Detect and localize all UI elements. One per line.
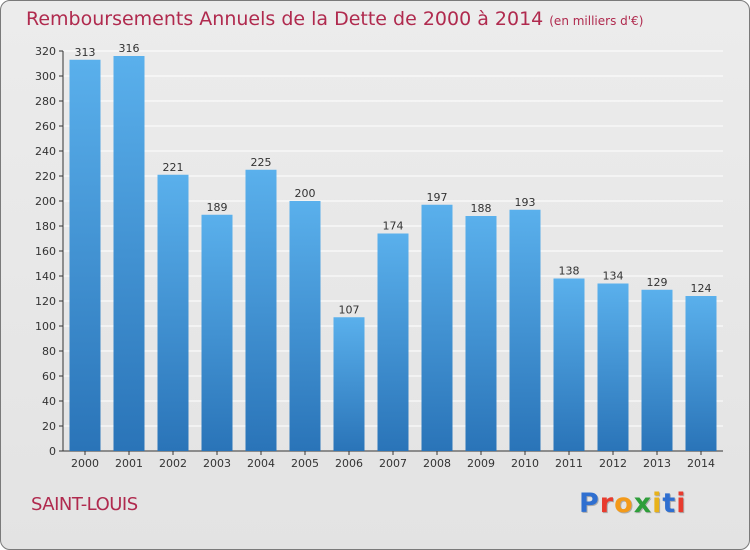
bar[interactable] xyxy=(641,289,673,451)
data-label: 193 xyxy=(515,196,536,209)
x-tick-label: 2012 xyxy=(599,457,627,470)
logo-letter: t xyxy=(662,488,677,519)
x-tick-label: 2011 xyxy=(555,457,583,470)
city-name: SAINT-LOUIS xyxy=(31,494,138,515)
x-tick-label: 2013 xyxy=(643,457,671,470)
x-tick-label: 2014 xyxy=(687,457,715,470)
data-label: 225 xyxy=(251,156,272,169)
bar[interactable] xyxy=(157,174,189,451)
logo-letter: P xyxy=(579,488,600,519)
data-label: 200 xyxy=(295,187,316,200)
x-tick-label: 2005 xyxy=(291,457,319,470)
logo-letter: i xyxy=(676,488,687,519)
y-tick-label: 160 xyxy=(35,245,56,258)
bars xyxy=(69,56,717,452)
y-tick-label: 120 xyxy=(35,295,56,308)
data-label: 188 xyxy=(471,202,492,215)
bar[interactable] xyxy=(69,59,101,451)
y-tick-label: 300 xyxy=(35,70,56,83)
x-tick-label: 2003 xyxy=(203,457,231,470)
data-label: 316 xyxy=(119,42,140,55)
y-tick-label: 220 xyxy=(35,170,56,183)
x-tick-label: 2007 xyxy=(379,457,407,470)
y-tick-label: 200 xyxy=(35,195,56,208)
bar[interactable] xyxy=(597,283,629,452)
logo-letter: i xyxy=(652,488,663,519)
x-tick-label: 2006 xyxy=(335,457,363,470)
data-label: 124 xyxy=(691,282,712,295)
bar[interactable] xyxy=(685,296,717,451)
chart-unit: (en milliers d'€) xyxy=(549,14,644,28)
bar[interactable] xyxy=(421,204,453,451)
logo-letter: r xyxy=(599,488,615,519)
data-label: 107 xyxy=(339,303,360,316)
y-tick-labels: 0 20 40 60 80 100 120 140 160 180 200 220 240 260 280 3… xyxy=(35,45,56,458)
y-tick-label: 240 xyxy=(35,145,56,158)
data-labels: 313 316 221 189 225 200 107 174 197 188 193 138 134 1… xyxy=(75,42,712,316)
data-label: 134 xyxy=(603,270,624,283)
y-tick-label: 20 xyxy=(42,420,56,433)
bar[interactable] xyxy=(245,169,277,451)
x-tick-label: 2001 xyxy=(115,457,143,470)
x-tick-label: 2010 xyxy=(511,457,539,470)
chart-title: Remboursements Annuels de la Dette de 20… xyxy=(26,8,643,30)
y-tick-label: 0 xyxy=(49,445,56,458)
data-label: 313 xyxy=(75,46,96,59)
x-tick-labels: 2000 2001 2002 2003 2004 2005 2006 2007 2008 2009… xyxy=(71,457,715,470)
bar[interactable] xyxy=(289,201,321,451)
data-label: 174 xyxy=(383,220,404,233)
y-tick-label: 40 xyxy=(42,395,56,408)
x-tick-label: 2008 xyxy=(423,457,451,470)
data-label: 197 xyxy=(427,191,448,204)
bar[interactable] xyxy=(553,278,585,452)
y-tick-label: 320 xyxy=(35,45,56,58)
data-label: 129 xyxy=(647,276,668,289)
y-tick-label: 180 xyxy=(35,220,56,233)
y-tick-label: 80 xyxy=(42,345,56,358)
bar[interactable] xyxy=(113,56,145,451)
data-label: 189 xyxy=(207,201,228,214)
y-tick-label: 100 xyxy=(35,320,56,333)
proxiti-logo[interactable]: Proxiti xyxy=(579,488,687,519)
x-tick-label: 2009 xyxy=(467,457,495,470)
data-label: 138 xyxy=(559,265,580,278)
logo-letter: o xyxy=(614,488,634,519)
y-tick-label: 280 xyxy=(35,95,56,108)
y-tick-label: 260 xyxy=(35,120,56,133)
data-label: 221 xyxy=(163,161,184,174)
bar[interactable] xyxy=(465,216,497,451)
y-tick-label: 60 xyxy=(42,370,56,383)
x-tick-label: 2000 xyxy=(71,457,99,470)
bar[interactable] xyxy=(377,233,409,452)
bar[interactable] xyxy=(333,317,365,451)
y-tick-label: 140 xyxy=(35,270,56,283)
chart-title-text: Remboursements Annuels de la Dette de 20… xyxy=(26,8,544,30)
bar[interactable] xyxy=(509,209,541,451)
bar[interactable] xyxy=(201,214,233,451)
x-tick-label: 2002 xyxy=(159,457,187,470)
x-tick-label: 2004 xyxy=(247,457,275,470)
logo-letter: x xyxy=(633,488,653,519)
